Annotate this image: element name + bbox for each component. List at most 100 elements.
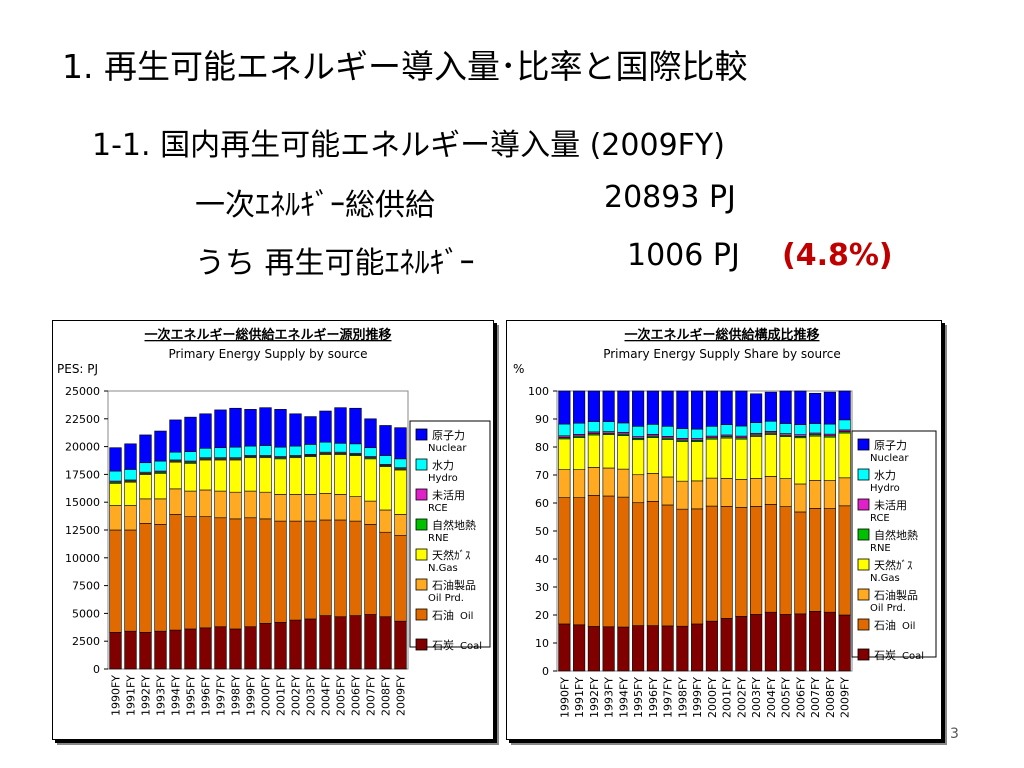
legend-label-en: Hydro [428, 473, 458, 484]
bar-segment-coal [558, 623, 571, 672]
x-tick-label: 2002FY [735, 677, 748, 718]
legend-label-en: RNE [870, 543, 891, 554]
bar-segment-coal [764, 611, 777, 672]
bar-segment-ngas [646, 437, 659, 474]
x-tick-label: 2006FY [350, 675, 363, 716]
x-tick-label: 1993FY [155, 675, 168, 716]
x-tick-label: 2000FY [260, 675, 273, 716]
bar-segment-oil [809, 508, 822, 612]
bar-segment-prd [720, 478, 733, 507]
slide-subtitle: 1-1. 国内再生可能エネルギー導入量 (2009FY) [92, 128, 725, 163]
bar-segment-hydro [289, 445, 302, 456]
bar-segment-hydro [124, 469, 137, 481]
y-tick-label: 25000 [65, 385, 100, 398]
bar-segment-ngas [109, 482, 122, 506]
bar-segment-coal [289, 619, 302, 670]
bar-segment-oil [334, 519, 347, 618]
bar-segment-ngas [661, 439, 674, 478]
bar-segment-ngas [794, 437, 807, 485]
bar-segment-prd [823, 480, 836, 509]
bar-segment-coal [735, 616, 748, 672]
bar-segment-hydro [364, 447, 377, 457]
legend-swatch [857, 468, 870, 481]
x-tick-label: 1997FY [662, 677, 675, 718]
bar-segment-coal [109, 632, 122, 670]
bar-segment-hydro [169, 451, 182, 461]
bar-segment-coal [750, 614, 763, 672]
bar-segment-ngas [289, 457, 302, 495]
bar-segment-ngas [244, 457, 257, 492]
x-tick-label: 1991FY [573, 677, 586, 718]
bar-segment-oil [602, 495, 615, 628]
bar-segment-oil [676, 508, 689, 627]
x-tick-label: 2001FY [275, 675, 288, 716]
bar-segment-nuclear [124, 443, 137, 470]
bar-segment-ngas [705, 438, 718, 479]
bar-segment-nuclear [259, 407, 272, 446]
bar-segment-nuclear [720, 390, 733, 425]
y-tick-label: 17500 [65, 468, 100, 481]
bar-segment-hydro [139, 462, 152, 473]
bar-segment-nuclear [573, 390, 586, 424]
y-tick-label: 30 [535, 581, 549, 594]
bar-segment-nuclear [764, 391, 777, 422]
bar-segment-coal [838, 614, 851, 672]
bar-segment-hydro [632, 425, 645, 437]
y-tick-label: 90 [535, 413, 549, 426]
legend-label-en: Coal [902, 651, 924, 662]
x-tick-label: 2006FY [794, 677, 807, 718]
bar-segment-hydro [661, 425, 674, 437]
bar-segment-ngas [735, 438, 748, 480]
bar-segment-prd [274, 494, 287, 522]
bar-segment-coal [646, 625, 659, 672]
bar-segment-coal [154, 630, 167, 670]
legend-label-jp: 自然地熱 [874, 528, 918, 542]
legend-label-jp: 水力 [432, 459, 454, 472]
x-tick-label: 2005FY [780, 677, 793, 718]
bar-segment-ngas [304, 456, 317, 495]
x-tick-label: 1999FY [245, 675, 258, 716]
bar-segment-prd [199, 489, 212, 517]
bar-segment-ngas [750, 436, 763, 479]
x-tick-label: 1990FY [110, 675, 123, 716]
bar-segment-prd [794, 483, 807, 513]
bar-segment-oil [779, 506, 792, 615]
bar-segment-coal [394, 620, 407, 670]
bar-segment-hydro [602, 421, 615, 432]
bar-segment-hydro [154, 460, 167, 472]
bar-segment-ngas [229, 459, 242, 493]
bar-segment-oil [244, 517, 257, 628]
chart-panel-energy-share: 一次エネルギー総供給構成比推移 Primary Energy Supply Sha… [506, 320, 942, 740]
bar-segment-nuclear [632, 390, 645, 427]
bar-segment-prd [764, 476, 777, 505]
bar-segment-hydro [199, 447, 212, 459]
bar-segment-oil [214, 517, 227, 628]
x-tick-label: 1990FY [558, 677, 571, 718]
bar-segment-ngas [379, 466, 392, 511]
bar-segment-prd [646, 473, 659, 502]
legend-swatch [415, 578, 428, 591]
legend-label-en: Coal [460, 641, 482, 652]
bar-segment-prd [184, 490, 197, 517]
bar-segment-prd [691, 480, 704, 510]
slide-title: 1. 再生可能エネルギー導入量･比率と国際比較 [62, 47, 748, 86]
bar-segment-prd [364, 500, 377, 525]
bar-segment-oil [558, 497, 571, 625]
legend-label-en: Oil [902, 621, 915, 632]
legend-label-jp: 未活用 [432, 489, 465, 502]
bar-segment-prd [573, 469, 586, 498]
legend-swatch [857, 618, 870, 631]
bar-segment-hydro [573, 422, 586, 435]
bar-segment-ngas [169, 461, 182, 490]
bar-segment-coal [124, 630, 137, 670]
bar-segment-hydro [735, 425, 748, 437]
bar-segment-ngas [587, 434, 600, 468]
bar-segment-ngas [139, 474, 152, 500]
bar-segment-coal [244, 626, 257, 670]
legend-swatch [415, 428, 428, 441]
y-tick-label: 7500 [72, 580, 100, 593]
bar-segment-hydro [109, 470, 122, 482]
bar-segment-oil [319, 519, 332, 616]
bar-segment-oil [720, 506, 733, 619]
chart-title: 一次エネルギー総供給構成比推移 [624, 327, 819, 343]
